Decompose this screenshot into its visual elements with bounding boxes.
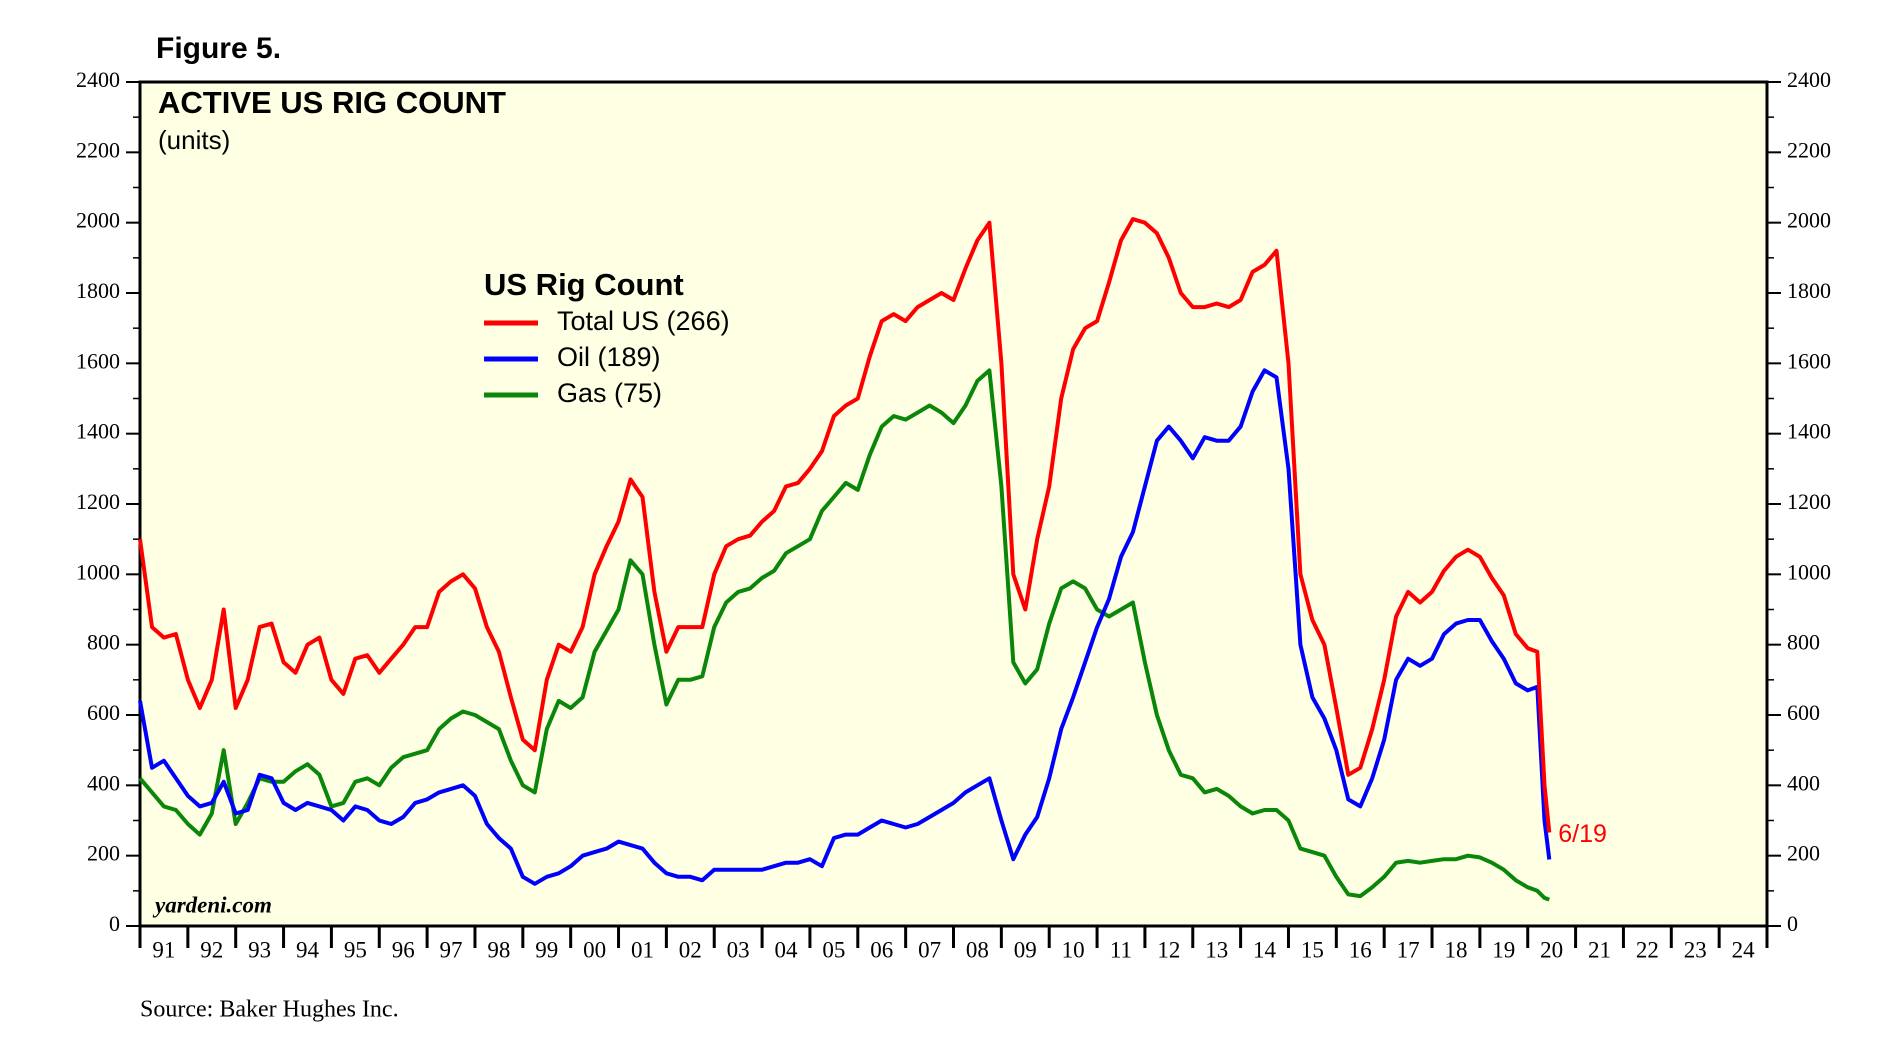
x-tick-label: 97 bbox=[440, 937, 463, 962]
y2-tick-label: 2200 bbox=[1787, 137, 1831, 162]
x-tick-label: 92 bbox=[200, 937, 223, 962]
x-tick-label: 22 bbox=[1636, 937, 1659, 962]
legend-title: US Rig Count bbox=[484, 267, 684, 302]
legend-label: Oil (189) bbox=[557, 342, 661, 372]
y-tick-label: 400 bbox=[87, 770, 120, 795]
x-tick-label: 17 bbox=[1397, 937, 1420, 962]
x-tick-label: 94 bbox=[296, 937, 320, 962]
y-tick-label: 1800 bbox=[76, 278, 120, 303]
y-tick-label: 1400 bbox=[76, 419, 120, 444]
x-tick-label: 91 bbox=[152, 937, 175, 962]
y-tick-label: 1600 bbox=[76, 348, 120, 373]
x-tick-label: 20 bbox=[1540, 937, 1563, 962]
y2-tick-label: 2400 bbox=[1787, 67, 1831, 92]
x-tick-label: 16 bbox=[1349, 937, 1372, 962]
watermark: yardeni.com bbox=[152, 892, 272, 917]
x-tick-label: 04 bbox=[775, 937, 799, 962]
y-tick-label: 2000 bbox=[76, 208, 120, 233]
y2-tick-label: 1000 bbox=[1787, 559, 1831, 584]
x-tick-label: 07 bbox=[918, 937, 941, 962]
y2-tick-label: 800 bbox=[1787, 630, 1820, 655]
series-line bbox=[138, 368, 1552, 886]
y-tick-label: 1000 bbox=[76, 559, 120, 584]
y2-tick-label: 1200 bbox=[1787, 489, 1831, 514]
series-line bbox=[138, 368, 1550, 902]
x-tick-label: 21 bbox=[1588, 937, 1611, 962]
x-tick-label: 99 bbox=[535, 937, 558, 962]
x-tick-label: 14 bbox=[1253, 937, 1277, 962]
y-tick-label: 1200 bbox=[76, 489, 120, 514]
figure-label: Figure 5. bbox=[156, 32, 281, 65]
x-tick-label: 12 bbox=[1157, 937, 1180, 962]
x-tick-label: 11 bbox=[1110, 937, 1132, 962]
y-tick-label: 800 bbox=[87, 630, 120, 655]
source-note: Source: Baker Hughes Inc. bbox=[140, 997, 399, 1023]
x-tick-label: 19 bbox=[1492, 937, 1515, 962]
chart-subtitle: (units) bbox=[158, 125, 230, 155]
y2-tick-label: 1800 bbox=[1787, 278, 1831, 303]
legend-label: Gas (75) bbox=[557, 378, 662, 408]
y-tick-label: 2200 bbox=[76, 137, 120, 162]
x-tick-label: 18 bbox=[1444, 937, 1467, 962]
x-tick-label: 05 bbox=[822, 937, 845, 962]
y2-tick-label: 1400 bbox=[1787, 419, 1831, 444]
x-tick-label: 23 bbox=[1684, 937, 1707, 962]
chart-title: ACTIVE US RIG COUNT bbox=[158, 85, 506, 120]
x-tick-label: 15 bbox=[1301, 937, 1324, 962]
y2-tick-label: 200 bbox=[1787, 841, 1820, 866]
series-line bbox=[138, 217, 1552, 833]
y-tick-label: 2400 bbox=[76, 67, 120, 92]
x-tick-label: 08 bbox=[966, 937, 989, 962]
x-tick-label: 03 bbox=[727, 937, 750, 962]
x-tick-label: 93 bbox=[248, 937, 271, 962]
x-tick-label: 13 bbox=[1205, 937, 1228, 962]
y2-tick-label: 0 bbox=[1787, 911, 1798, 936]
y-tick-label: 200 bbox=[87, 841, 120, 866]
lines bbox=[138, 217, 1552, 902]
y-tick-label: 600 bbox=[87, 700, 120, 725]
x-tick-label: 96 bbox=[392, 937, 415, 962]
x-tick-label: 00 bbox=[583, 937, 606, 962]
x-tick-label: 24 bbox=[1732, 937, 1756, 962]
x-tick-label: 10 bbox=[1062, 937, 1085, 962]
x-tick-label: 95 bbox=[344, 937, 367, 962]
y2-tick-label: 600 bbox=[1787, 700, 1820, 725]
plot-background bbox=[138, 80, 1769, 928]
y2-tick-label: 2000 bbox=[1787, 208, 1831, 233]
y-tick-label: 0 bbox=[109, 911, 120, 936]
legend-label: Total US (266) bbox=[557, 306, 730, 336]
x-tick-label: 09 bbox=[1014, 937, 1037, 962]
legend: Total US (266) Oil (189) Gas (75) bbox=[484, 306, 730, 408]
x-tick-label: 06 bbox=[870, 937, 893, 962]
y2-tick-label: 400 bbox=[1787, 770, 1820, 795]
x-tick-label: 98 bbox=[487, 937, 510, 962]
annotation: 6/19 bbox=[1558, 820, 1607, 848]
y2-tick-label: 1600 bbox=[1787, 348, 1831, 373]
x-tick-label: 01 bbox=[631, 937, 654, 962]
x-tick-label: 02 bbox=[679, 937, 702, 962]
